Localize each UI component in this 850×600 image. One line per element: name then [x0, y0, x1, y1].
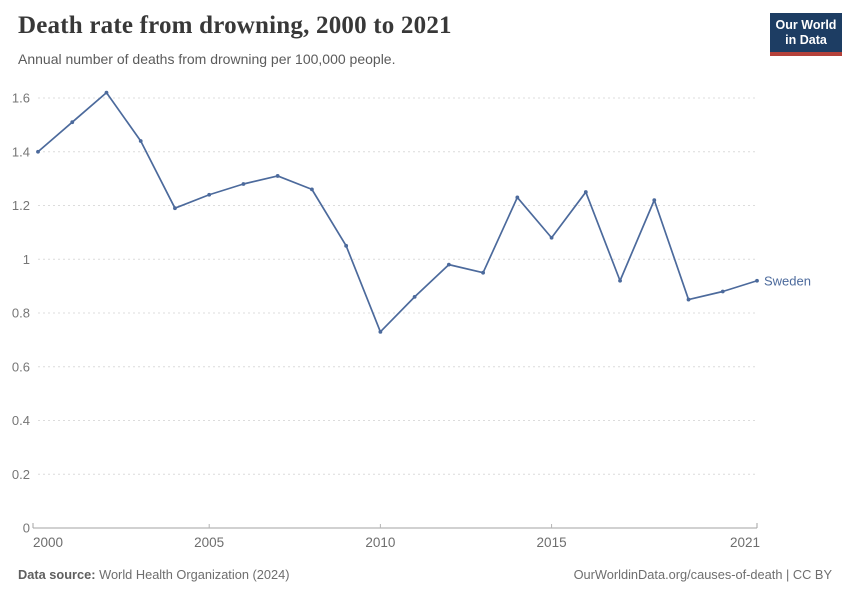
- y-tick-label: 1.4: [12, 144, 30, 159]
- sweden-line: [37, 91, 758, 333]
- y-tick-label: 0.4: [12, 413, 30, 428]
- data-source-value: World Health Organization (2024): [99, 567, 290, 582]
- data-point: [583, 190, 588, 194]
- data-point: [241, 182, 246, 186]
- series-label-sweden: Sweden: [764, 273, 811, 288]
- y-tick-label: 0.6: [12, 359, 30, 374]
- y-tick-label: 0: [23, 521, 30, 536]
- owid-logo-line2: in Data: [785, 33, 827, 47]
- data-source: Data source: World Health Organization (…: [18, 567, 290, 582]
- x-tick-label: 2010: [365, 535, 395, 550]
- data-point: [755, 278, 759, 283]
- data-point: [104, 90, 109, 95]
- line-chart: 0 0.2 0.4 0.6 0.8 1 1.2 1.4 1.6 2000 2005 2010 2015 2…: [12, 90, 811, 551]
- x-tick-label: 2015: [537, 535, 567, 550]
- x-tick-label: 2021: [730, 535, 760, 550]
- footer-link[interactable]: OurWorldinData.org/causes-of-death: [573, 567, 783, 582]
- data-point: [207, 192, 212, 197]
- data-point: [173, 206, 177, 211]
- data-point: [446, 262, 451, 267]
- data-point: [344, 243, 349, 248]
- data-point: [138, 139, 143, 143]
- footer-license: | CC BY: [782, 567, 832, 582]
- owid-logo[interactable]: Our World in Data: [770, 13, 842, 56]
- chart-footer: Data source: World Health Organization (…: [0, 567, 850, 589]
- data-point: [618, 278, 622, 283]
- chart-area: 0 0.2 0.4 0.6 0.8 1 1.2 1.4 1.6 2000 2005 2010 2015 2…: [0, 78, 850, 578]
- page-subtitle: Annual number of deaths from drowning pe…: [18, 51, 396, 67]
- owid-logo-line1: Our World: [775, 18, 837, 32]
- data-point: [652, 198, 657, 203]
- data-point: [549, 235, 554, 240]
- data-point: [481, 270, 485, 275]
- y-tick-label: 1.6: [12, 91, 30, 106]
- data-point: [686, 297, 691, 302]
- x-tick-label: 2000: [33, 535, 63, 550]
- y-tick-label: 0.8: [12, 306, 30, 321]
- y-tick-label: 0.2: [12, 467, 30, 482]
- page-title: Death rate from drowning, 2000 to 2021: [18, 12, 452, 39]
- data-point: [310, 187, 314, 192]
- y-tick-label: 1: [23, 252, 30, 267]
- data-point: [275, 174, 280, 178]
- data-point: [412, 294, 417, 299]
- data-point: [378, 329, 383, 334]
- data-source-label: Data source:: [18, 567, 96, 582]
- x-tick-label: 2005: [194, 535, 224, 550]
- data-point: [515, 195, 520, 200]
- data-point: [720, 289, 725, 294]
- y-tick-label: 1.2: [12, 198, 30, 213]
- data-point: [70, 120, 75, 125]
- data-point: [36, 149, 40, 154]
- footer-credit: OurWorldinData.org/causes-of-death | CC …: [574, 567, 832, 582]
